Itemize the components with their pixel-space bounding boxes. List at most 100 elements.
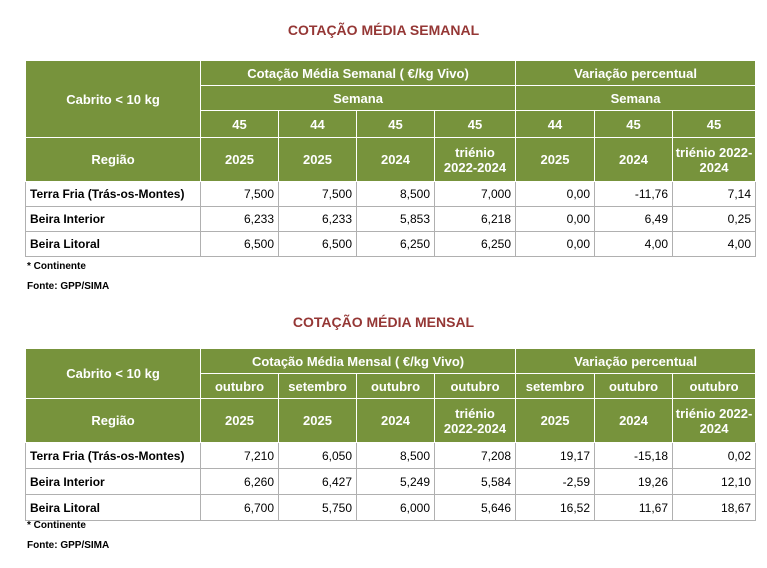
table-row: outubro setembro outubro outubro setembro out… xyxy=(26,373,757,399)
table-title: COTAÇÃO MÉDIA SEMANAL xyxy=(287,22,480,38)
table-row: Beira Interior 6,260 6,427 5,249 5,584 -2,59 1… xyxy=(25,468,757,495)
region-name: Terra Fria (Trás-os-Montes) xyxy=(25,181,201,207)
cell-value: 6,000 xyxy=(356,494,435,521)
cell-value: 5,249 xyxy=(356,468,435,495)
footnote: * Continente xyxy=(27,261,86,272)
cell-value: 7,208 xyxy=(433,442,517,469)
group-header: Cotação Média Semanal ( €/kg Vivo) xyxy=(200,60,516,86)
period-header: 44 xyxy=(278,110,357,138)
footnote: * Continente xyxy=(27,520,86,531)
cell-value: 7,000 xyxy=(434,181,516,207)
group-header: Variação percentual xyxy=(515,348,757,374)
period-header: outubro xyxy=(672,373,757,399)
cell-value: 6,260 xyxy=(200,468,279,495)
period-header: outubro xyxy=(433,373,517,399)
table-row: Cabrito < 10 kg Cotação Média Mensal ( €/… xyxy=(25,348,757,399)
cell-value: 6,500 xyxy=(278,231,357,257)
period-header: 45 xyxy=(200,110,279,138)
cell-value: 19,26 xyxy=(594,468,674,495)
footnote: Fonte: GPP/SIMA xyxy=(27,281,110,292)
year-header: 2024 xyxy=(594,398,674,443)
cell-value: 16,52 xyxy=(515,494,596,521)
region-header: Região xyxy=(25,137,201,182)
year-header: 2025 xyxy=(515,137,595,182)
region-name: Beira Interior xyxy=(25,206,201,232)
cell-value: -15,18 xyxy=(594,442,674,469)
table-title: COTAÇÃO MÉDIA MENSAL xyxy=(292,314,475,330)
group-header: Cotação Média Mensal ( €/kg Vivo) xyxy=(199,348,517,374)
year-header: triénio 2022-2024 xyxy=(433,398,517,443)
sub-header: Semana xyxy=(514,85,757,111)
period-header: setembro xyxy=(278,373,357,399)
year-header: triénio 2022-2024 xyxy=(434,137,516,182)
cell-value: 5,853 xyxy=(356,206,435,232)
cell-value: 7,500 xyxy=(200,181,279,207)
table-row: Terra Fria (Trás-os-Montes) 7,500 7,500 8,5… xyxy=(25,181,757,207)
table-row: Cabrito < 10 kg Cotação Média Semanal ( €… xyxy=(25,60,757,138)
period-header: 45 xyxy=(356,110,435,138)
group-header: Variação percentual xyxy=(514,60,757,86)
period-header: 45 xyxy=(671,110,757,138)
corner-header: Cabrito < 10 kg xyxy=(25,60,201,138)
cell-value: 6,700 xyxy=(200,494,279,521)
year-header: 2024 xyxy=(356,398,435,443)
cell-value: 0,25 xyxy=(671,206,757,232)
cell-value: 6,49 xyxy=(594,206,673,232)
cell-value: 8,500 xyxy=(356,181,435,207)
cell-value: 0,00 xyxy=(515,206,595,232)
region-name: Beira Litoral xyxy=(25,231,201,257)
year-header: 2024 xyxy=(356,137,435,182)
table-row: 45 44 45 45 44 45 45 xyxy=(26,110,757,138)
cell-value: 6,218 xyxy=(434,206,516,232)
cell-value: 6,250 xyxy=(434,231,516,257)
cell-value: 11,67 xyxy=(594,494,674,521)
cell-value: 5,750 xyxy=(278,494,357,521)
footnote: Fonte: GPP/SIMA xyxy=(27,540,110,551)
corner-header: Cabrito < 10 kg xyxy=(25,348,201,399)
region-name: Beira Litoral xyxy=(25,494,201,521)
period-header: outubro xyxy=(594,373,674,399)
cell-value: 6,233 xyxy=(200,206,279,232)
region-header: Região xyxy=(25,398,201,443)
region-name: Terra Fria (Trás-os-Montes) xyxy=(25,442,201,469)
period-header: 45 xyxy=(434,110,516,138)
cell-value: 5,646 xyxy=(433,494,517,521)
sub-header: Semana xyxy=(200,85,516,111)
period-header: outubro xyxy=(200,373,279,399)
cell-value: 0,02 xyxy=(672,442,757,469)
cell-value: 0,00 xyxy=(515,181,595,207)
year-header: triénio 2022-2024 xyxy=(671,137,757,182)
period-header: 44 xyxy=(515,110,595,138)
cell-value: 6,427 xyxy=(278,468,357,495)
year-header: 2025 xyxy=(278,398,357,443)
cell-value: 0,00 xyxy=(515,231,595,257)
table-row: Região 2025 2025 2024 triénio 2022-2024 2025 2… xyxy=(25,398,757,443)
year-header: 2025 xyxy=(515,398,596,443)
cell-value: 7,14 xyxy=(671,181,757,207)
table-row: Beira Litoral 6,500 6,500 6,250 6,250 0,00 4,0… xyxy=(25,231,757,257)
year-header: 2025 xyxy=(278,137,357,182)
table-row: Beira Interior 6,233 6,233 5,853 6,218 0,00 6,… xyxy=(25,206,757,232)
period-header: setembro xyxy=(515,373,596,399)
cell-value: 7,500 xyxy=(278,181,357,207)
cell-value: -11,76 xyxy=(594,181,673,207)
period-header: outubro xyxy=(356,373,435,399)
cell-value: 18,67 xyxy=(672,494,757,521)
cell-value: 7,210 xyxy=(200,442,279,469)
cell-value: 8,500 xyxy=(356,442,435,469)
year-header: triénio 2022-2024 xyxy=(672,398,757,443)
table-row: Semana Semana xyxy=(26,85,757,111)
period-header: 45 xyxy=(594,110,673,138)
cell-value: -2,59 xyxy=(515,468,596,495)
table-row: Beira Litoral 6,700 5,750 6,000 5,646 16,52 11… xyxy=(25,494,757,521)
data-table: Cabrito < 10 kg Cotação Média Semanal ( €… xyxy=(25,60,757,257)
cell-value: 19,17 xyxy=(515,442,596,469)
cell-value: 5,584 xyxy=(433,468,517,495)
cell-value: 4,00 xyxy=(671,231,757,257)
year-header: 2025 xyxy=(200,398,279,443)
cell-value: 12,10 xyxy=(672,468,757,495)
cell-value: 6,233 xyxy=(278,206,357,232)
cell-value: 6,050 xyxy=(278,442,357,469)
cell-value: 4,00 xyxy=(594,231,673,257)
